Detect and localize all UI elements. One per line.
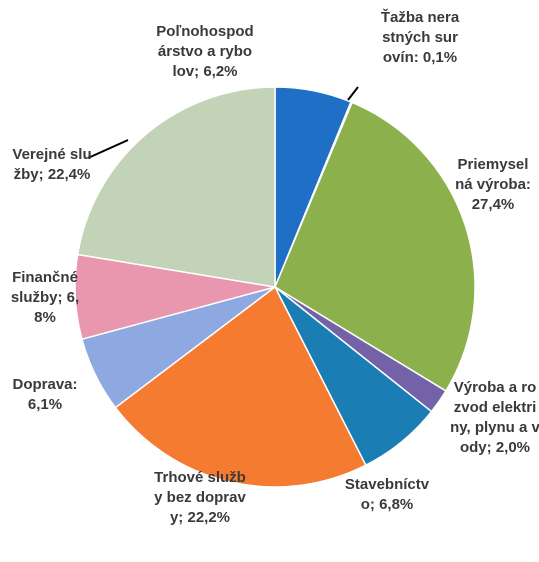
slice-label: Verejné služby; 22,4% (12, 145, 92, 185)
value-label: 0,1% (422, 49, 458, 66)
category-label: Stavebníctvo; (344, 476, 430, 513)
slice-label: Priemyselná výroba: 27,4% (454, 155, 532, 215)
pie-slice (274, 101, 476, 392)
category-label: Doprava: (12, 376, 78, 393)
slices (74, 86, 476, 488)
slice-label: Stavebníctvo; 6,8% (341, 475, 433, 515)
value-label: 6,8% (379, 496, 414, 513)
value-label: 6,2% (203, 63, 238, 80)
slice-label: Ťažba nerastných surovín: 0,1% (380, 8, 460, 68)
category-label: Poľnohospodárstvo a rybolov; (156, 23, 254, 80)
value-label: 22,4% (47, 166, 91, 183)
slice-label: Výroba a rozvod elektriny, plynu a vody;… (450, 378, 539, 458)
slice-label: Doprava: 6,1% (5, 375, 85, 415)
slice-label: Poľnohospodárstvo a rybolov; 6,2% (156, 22, 254, 82)
value-label: 6,1% (27, 396, 63, 413)
category-label: Finančné služby; (10, 269, 78, 306)
value-label: 6,8% (34, 289, 80, 326)
value-label: 22,2% (187, 509, 231, 526)
category-label: Výroba a rozvod elektriny, plynu a vody; (450, 379, 539, 456)
slice-label: Finančné služby; 6,8% (6, 268, 84, 328)
category-label: Verejné služby; (12, 146, 92, 183)
pie-slice (114, 285, 367, 488)
slice-label: Trhové služby bez dopravy; 22,2% (151, 468, 249, 528)
leader-line (87, 139, 129, 159)
value-label: 27,4% (471, 196, 515, 213)
pie-slice (76, 86, 276, 288)
category-label: Trhové služby bez dopravy; (154, 469, 246, 526)
value-label: 2,0% (495, 439, 531, 456)
leader-line (347, 86, 359, 101)
category-label: Ťažba nerastných surovín: (380, 9, 460, 66)
category-label: Priemyselná výroba: (455, 156, 531, 193)
